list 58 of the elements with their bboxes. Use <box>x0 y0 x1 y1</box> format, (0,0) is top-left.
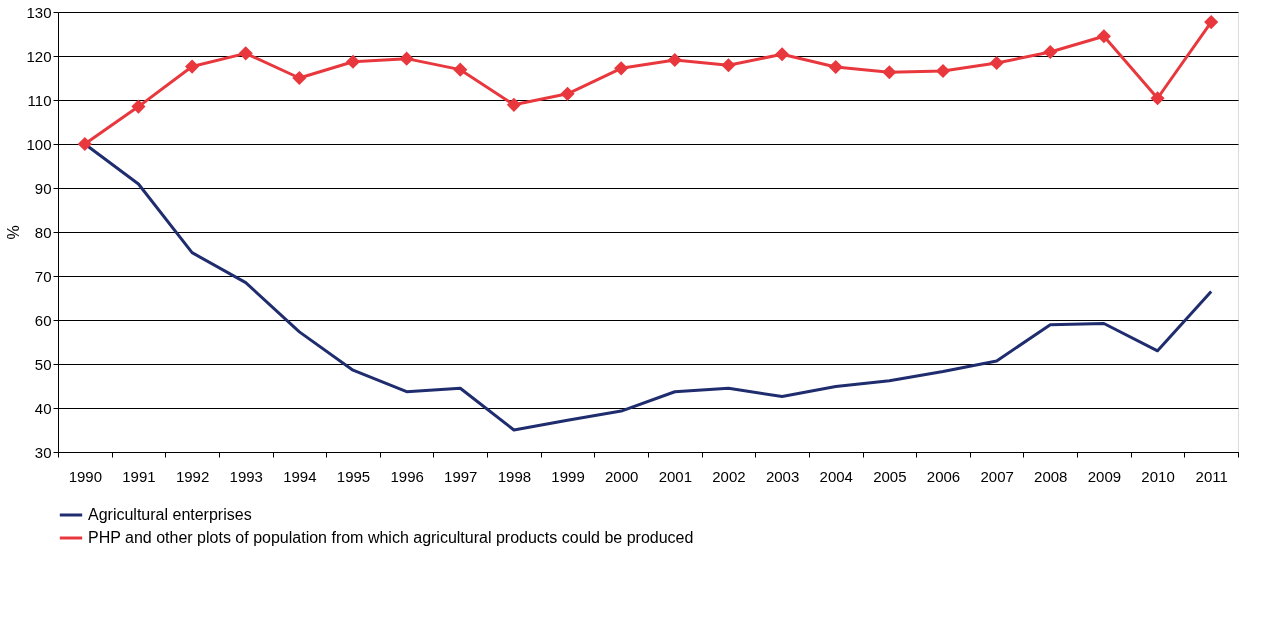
y-tick-label: 100 <box>26 135 52 153</box>
y-tick-label: 120 <box>26 47 52 65</box>
point <box>345 54 361 69</box>
y-tick-label: 60 <box>34 311 52 329</box>
point <box>1043 44 1058 60</box>
point <box>185 59 200 74</box>
x-tick-label: 1998 <box>497 467 532 485</box>
y-axis-title: % <box>5 225 23 240</box>
x-tick-label: 2002 <box>712 467 746 485</box>
point <box>667 52 682 68</box>
x-tick-label: 2003 <box>765 467 800 485</box>
point <box>882 65 897 80</box>
legend-label: PHP and other plots of population from which agricultural products could be produced <box>88 529 694 546</box>
point <box>560 86 575 101</box>
y-tick-label: 80 <box>34 223 52 241</box>
x-tick-label: 2008 <box>1034 467 1068 485</box>
x-tick-label: 2001 <box>658 467 693 485</box>
x-tick-label: 1992 <box>175 467 210 485</box>
y-tick-label: 50 <box>34 355 52 373</box>
y-tick-label: 40 <box>34 399 52 417</box>
x-tick-label: 2005 <box>873 467 907 485</box>
y-tick-label: 70 <box>34 267 52 285</box>
x-tick-label: 2004 <box>819 467 853 485</box>
x-tick-label: 2010 <box>1141 467 1175 485</box>
y-tick-label: 30 <box>34 443 52 461</box>
point <box>399 51 414 66</box>
x-tick-label: 1991 <box>122 467 156 485</box>
x-tick-label: 1990 <box>68 467 103 485</box>
x-tick-label: 1996 <box>390 467 424 485</box>
point <box>614 61 629 76</box>
point <box>1150 91 1165 106</box>
y-tick-label: 130 <box>26 3 52 21</box>
x-tick-label: 2011 <box>1195 467 1228 485</box>
point <box>989 55 1004 71</box>
point <box>238 46 253 61</box>
x-tick-label: 1999 <box>551 467 585 485</box>
point <box>721 58 736 73</box>
x-tick-label: 2007 <box>980 467 1014 485</box>
x-tick-label: 1995 <box>336 467 371 485</box>
point <box>292 70 307 86</box>
point <box>453 62 468 77</box>
x-tick-label: 2000 <box>604 467 639 485</box>
point <box>828 59 843 75</box>
y-tick-label: 110 <box>27 91 52 109</box>
y-tick-label: 90 <box>34 179 52 197</box>
x-tick-label: 2006 <box>926 467 961 485</box>
x-tick-label: 1997 <box>444 467 478 485</box>
x-tick-label: 1993 <box>229 467 263 485</box>
point <box>1204 15 1219 30</box>
point <box>131 99 146 114</box>
point <box>1096 29 1111 44</box>
x-tick-label: 2009 <box>1087 467 1122 485</box>
point <box>935 63 951 79</box>
point <box>506 97 521 112</box>
point <box>77 136 92 152</box>
point <box>775 47 790 62</box>
legend-label: Agricultural enterprises <box>88 506 252 523</box>
x-tick-label: 1994 <box>283 467 317 485</box>
